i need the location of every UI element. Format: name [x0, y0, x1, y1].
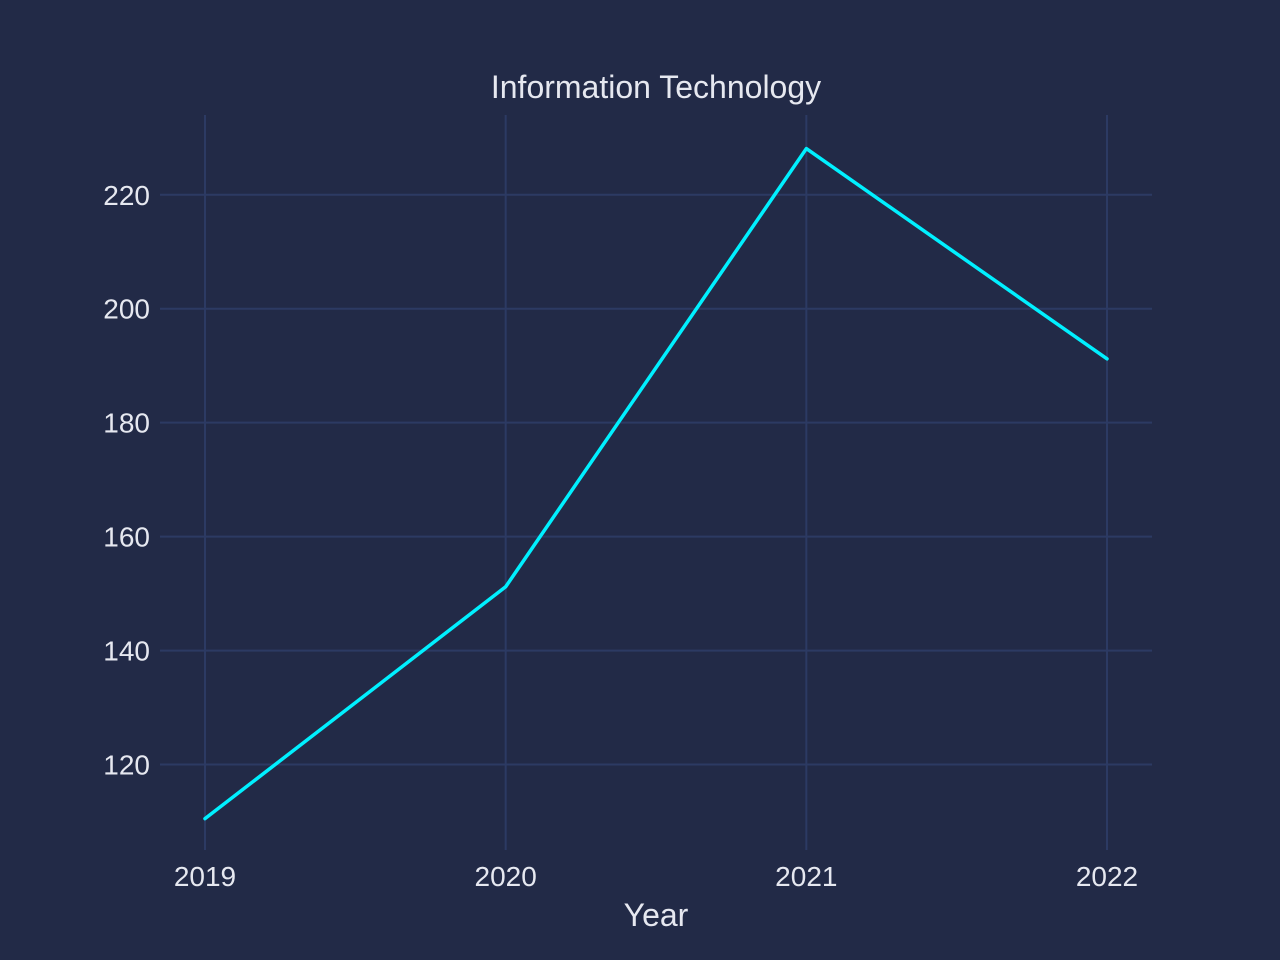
y-tick-label: 160: [103, 522, 150, 553]
y-tick-label: 200: [103, 294, 150, 325]
x-tick-label: 2021: [775, 861, 837, 892]
x-axis-label: Year: [624, 897, 689, 933]
y-tick-label: 120: [103, 750, 150, 781]
x-tick-label: 2019: [174, 861, 236, 892]
x-tick-label: 2020: [475, 861, 537, 892]
series-layer: [203, 146, 1109, 821]
x-axis-ticks: 2019 2020 2021 2022: [174, 861, 1138, 892]
y-tick-label: 140: [103, 636, 150, 667]
y-tick-label: 220: [103, 180, 150, 211]
chart-title: Information Technology: [491, 69, 821, 105]
y-tick-label: 180: [103, 408, 150, 439]
grid-lines: [160, 115, 1152, 850]
x-tick-label: 2022: [1076, 861, 1138, 892]
y-axis-ticks: 120 140 160 180 200 220: [103, 180, 150, 781]
series-line: [203, 146, 1109, 821]
